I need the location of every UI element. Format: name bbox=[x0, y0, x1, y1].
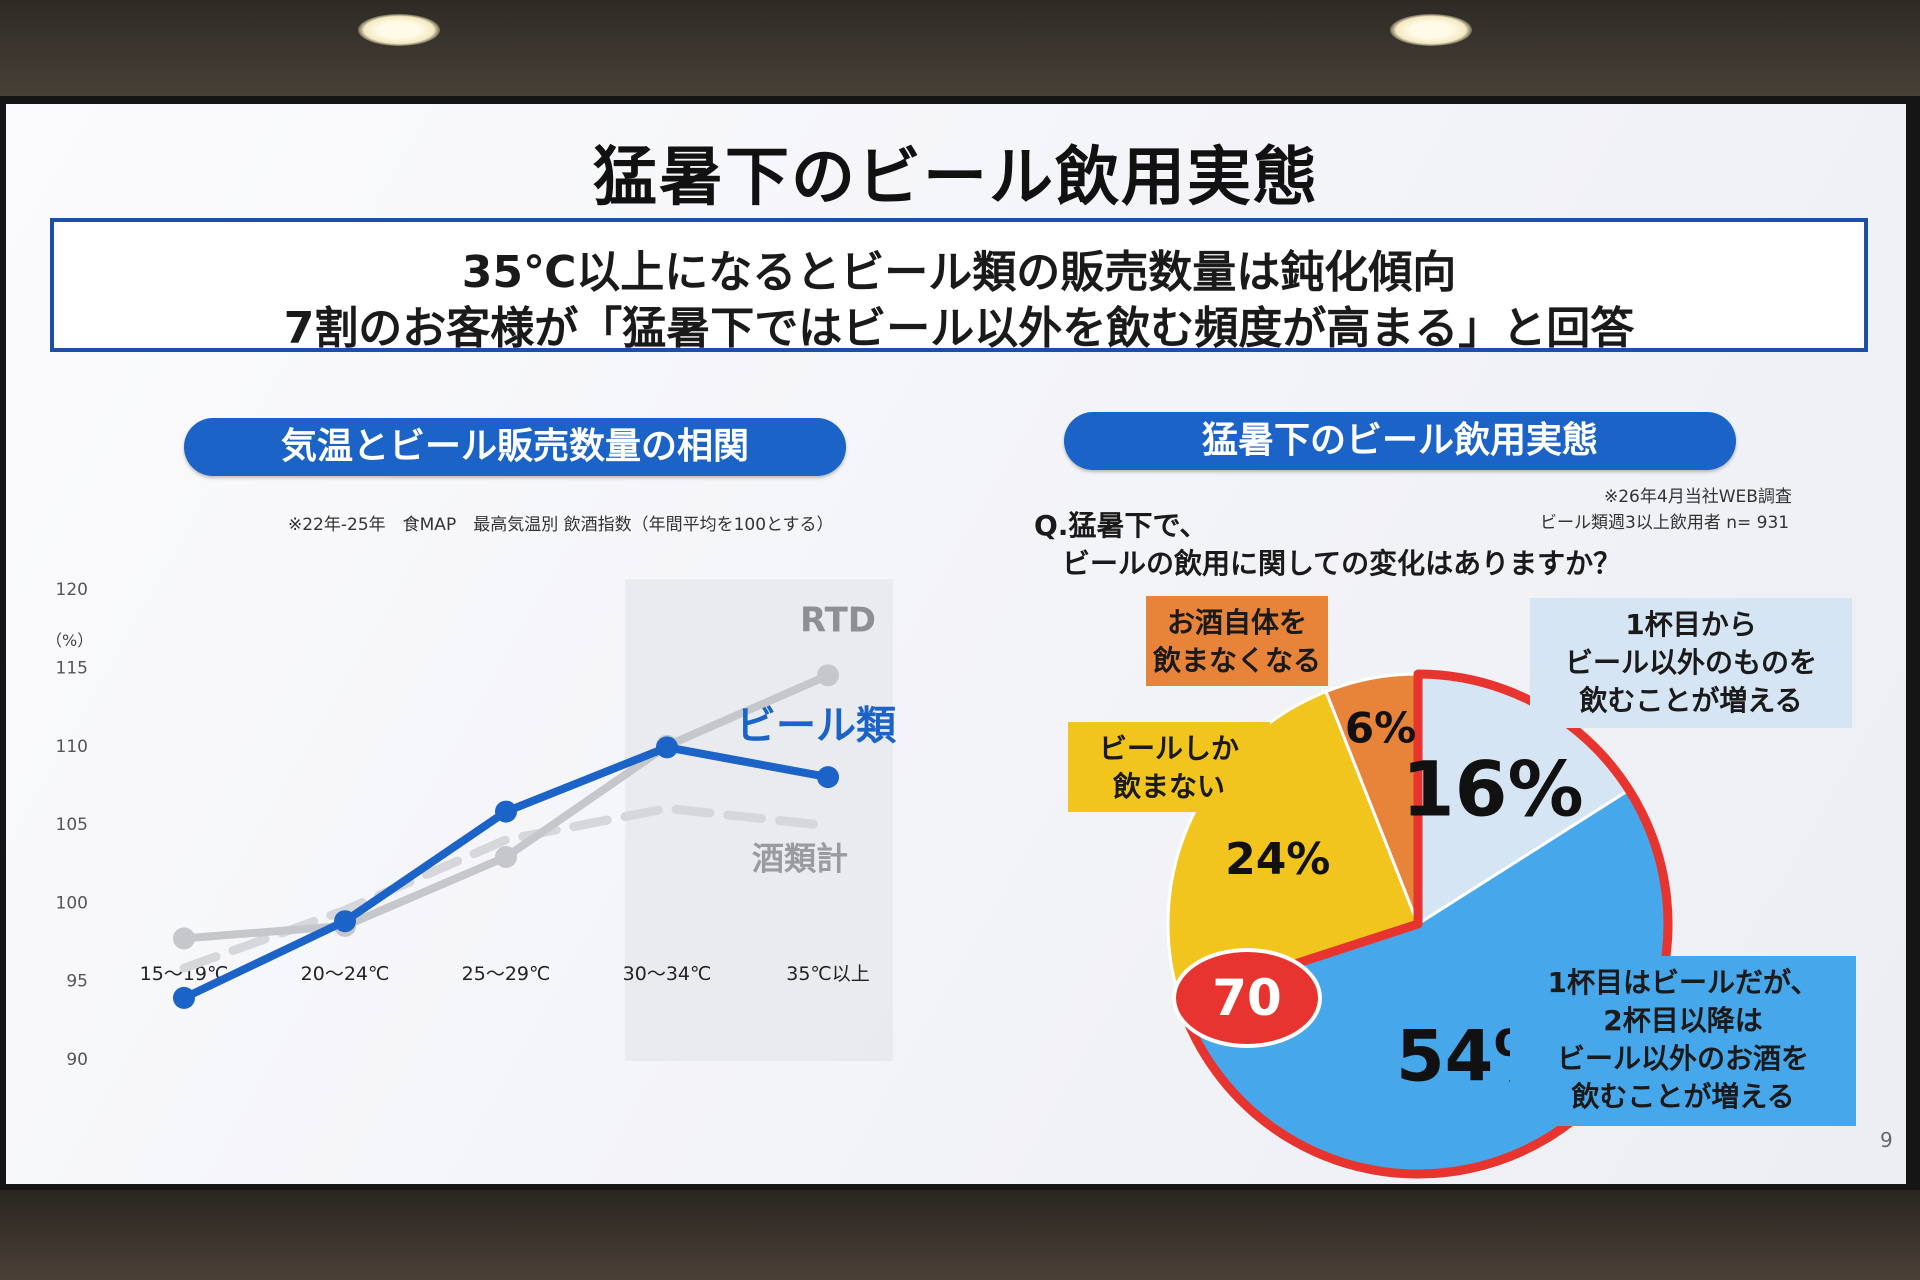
x-tick-label: 15～19℃ bbox=[140, 963, 229, 985]
x-tick-label: 25～29℃ bbox=[462, 963, 551, 985]
x-tick-label: 30～34℃ bbox=[623, 963, 712, 985]
y-tick-label: 95 bbox=[66, 972, 88, 992]
ceiling bbox=[0, 0, 1920, 108]
callout-second-drink-other-label: 1杯目はビールだが、 2杯目以降は ビール以外のお酒を 飲むことが増える bbox=[1547, 966, 1819, 1113]
y-tick-label: 90 bbox=[66, 1050, 88, 1070]
series-label-ビール類: ビール類 bbox=[736, 703, 897, 749]
page-number: 9 bbox=[1880, 1128, 1893, 1152]
y-tick-label: 110 bbox=[56, 737, 88, 757]
ceiling-light bbox=[1390, 14, 1472, 46]
series-point-ビール類 bbox=[817, 766, 839, 789]
callout-stop-drinking: お酒自体を 飲まなくなる bbox=[1146, 596, 1328, 686]
slide-title: 猛暑下のビール飲用実態 bbox=[593, 141, 1319, 215]
series-label-RTD: RTD bbox=[800, 600, 876, 640]
callout-beer-only: ビールしか 飲まない bbox=[1068, 722, 1270, 812]
ceiling-light bbox=[358, 14, 440, 46]
series-label-酒類計: 酒類計 bbox=[752, 840, 848, 878]
callout-first-drink-other: 1杯目から ビール以外のものを 飲むことが増える bbox=[1530, 598, 1852, 728]
callout-stop-drinking-label: お酒自体を 飲まなくなる bbox=[1152, 606, 1321, 677]
callout-first-drink-other-label: 1杯目から ビール以外のものを 飲むことが増える bbox=[1564, 608, 1817, 717]
left-panel-heading: 気温とビール販売数量の相関 bbox=[184, 418, 846, 476]
y-tick-label: 115 bbox=[56, 659, 88, 679]
y-axis-unit: （%） bbox=[46, 631, 93, 650]
series-point-ビール類 bbox=[334, 910, 356, 933]
headline-line-2: 7割のお客様が「猛暑下ではビール以外を飲む頻度が高まる」と回答 bbox=[283, 303, 1635, 354]
series-point-ビール類 bbox=[495, 800, 517, 823]
headline-line-1: 35℃以上になるとビール類の販売数量は鈍化傾向 bbox=[461, 247, 1457, 298]
x-tick-label: 35℃以上 bbox=[786, 963, 870, 985]
pie-value-label: 6% bbox=[1345, 704, 1416, 753]
right-panel-heading: 猛暑下のビール飲用実態 bbox=[1064, 412, 1736, 470]
total-percentage-badge: 70 bbox=[1172, 948, 1322, 1048]
chart-source-note: ※22年-25年 食MAP 最高気温別 飲酒指数（年間平均を100とする） bbox=[288, 515, 834, 535]
series-point-ビール類 bbox=[173, 986, 195, 1009]
callout-second-drink-other: 1杯目はビールだが、 2杯目以降は ビール以外のお酒を 飲むことが増える bbox=[1510, 956, 1856, 1126]
temperature-sales-line-chart: （%） 90 95 100 105 110 115 120 15～19℃ 20～24℃ 25～29℃… bbox=[46, 579, 897, 1070]
series-point-RTD bbox=[173, 927, 195, 950]
presentation-slide: 猛暑下のビール飲用実態 35℃以上になるとビール類の販売数量は鈍化傾向 7割のお… bbox=[6, 104, 1906, 1184]
survey-note: ※26年4月当社WEB調査 bbox=[1604, 487, 1792, 507]
floor bbox=[0, 1190, 1920, 1280]
series-point-ビール類 bbox=[656, 736, 678, 759]
pie-value-label: 16% bbox=[1402, 745, 1584, 834]
callout-beer-only-label: ビールしか 飲まない bbox=[1098, 732, 1239, 803]
survey-question-line-1: Q.猛暑下で、 bbox=[1034, 509, 1208, 542]
y-tick-label: 100 bbox=[56, 893, 88, 913]
y-tick-label: 105 bbox=[56, 815, 88, 835]
pie-value-label: 24% bbox=[1225, 834, 1330, 885]
survey-question-line-2: ビールの飲用に関しての変化はありますか？ bbox=[1062, 547, 1622, 580]
y-tick-label: 120 bbox=[56, 580, 88, 600]
x-tick-label: 20～24℃ bbox=[301, 963, 390, 985]
series-point-RTD bbox=[817, 664, 839, 687]
survey-sample-note: ビール類週3以上飲用者 n= 931 bbox=[1540, 513, 1790, 533]
series-point-RTD bbox=[495, 845, 517, 868]
headline-box: 35℃以上になるとビール類の販売数量は鈍化傾向 7割のお客様が「猛暑下ではビール… bbox=[50, 218, 1868, 354]
